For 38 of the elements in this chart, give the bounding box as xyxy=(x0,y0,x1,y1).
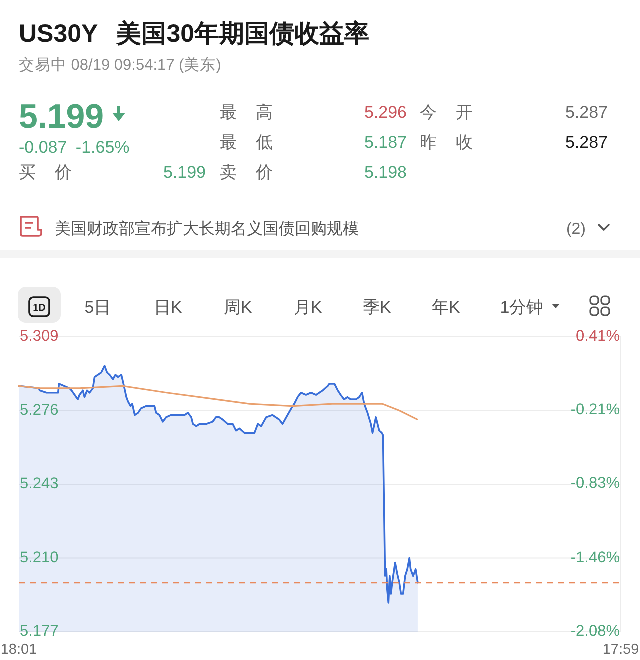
y-tick-label: 5.243 xyxy=(20,476,59,493)
y2-tick-label: -1.46% xyxy=(570,550,620,567)
text: 5.187 xyxy=(364,133,407,152)
chart-subtitle: 交易中 08/19 09:54:17 (美东) xyxy=(19,56,222,74)
y-tick-label: 5.309 xyxy=(20,328,59,346)
y2-tick-label: -0.21% xyxy=(570,402,620,419)
text: 5.287 xyxy=(565,103,608,122)
x-tick-label: 18:01 xyxy=(0,642,38,658)
text: 周K xyxy=(224,298,253,317)
text: 5.199 xyxy=(163,163,206,182)
text: 美国财政部宣布扩大长期名义国债回购规模 xyxy=(55,220,359,238)
text: -0.087 -1.65% xyxy=(19,138,130,157)
text: 昨收 xyxy=(420,133,492,152)
text: 5.287 xyxy=(565,133,608,152)
text: 5.296 xyxy=(364,103,407,122)
y-tick-label: 5.177 xyxy=(20,623,59,640)
text: 日K xyxy=(154,298,183,317)
text: (2) xyxy=(566,221,586,238)
text: 1分钟 xyxy=(500,298,544,317)
text: 月K xyxy=(294,298,323,317)
text: 卖价 xyxy=(220,163,292,182)
chart-title: US30Y 美国30年期国债收益率 xyxy=(19,20,370,48)
text: 5.198 xyxy=(364,163,407,182)
text: 1D xyxy=(33,303,46,314)
y2-tick-label: -2.08% xyxy=(570,623,620,640)
text: 最高 xyxy=(220,103,292,122)
text: 买价 xyxy=(19,163,91,182)
text: 5日 xyxy=(84,298,112,317)
text: 季K xyxy=(362,298,392,317)
text: 5.199 xyxy=(19,98,104,136)
text: 今开 xyxy=(420,103,492,122)
x-tick-label: 17:59 xyxy=(602,642,640,658)
y-tick-label: 5.210 xyxy=(20,549,60,566)
text: 最低 xyxy=(220,133,292,152)
y-tick-label: 5.276 xyxy=(20,402,59,419)
text: 年K xyxy=(432,298,461,317)
y2-tick-label: 0.41% xyxy=(576,328,620,346)
y2-tick-label: -0.83% xyxy=(570,475,620,492)
